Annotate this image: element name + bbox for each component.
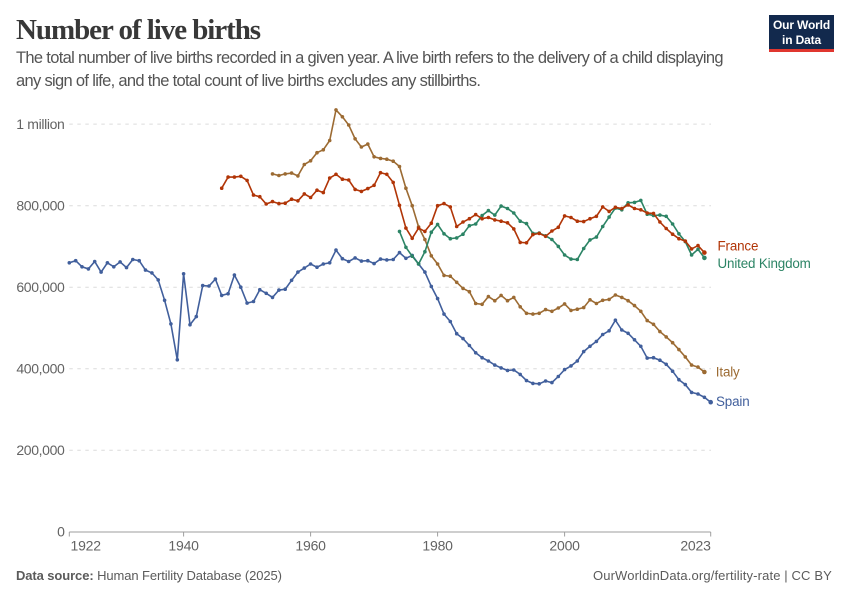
- svg-text:1980: 1980: [422, 538, 453, 554]
- svg-text:Spain: Spain: [716, 394, 750, 409]
- svg-text:600,000: 600,000: [16, 279, 65, 295]
- svg-text:1940: 1940: [168, 538, 199, 554]
- svg-text:United Kingdom: United Kingdom: [718, 256, 811, 271]
- svg-text:Italy: Italy: [716, 365, 740, 380]
- svg-text:0: 0: [57, 524, 65, 540]
- svg-text:2023: 2023: [680, 538, 711, 554]
- svg-text:1960: 1960: [295, 538, 326, 554]
- svg-text:400,000: 400,000: [16, 360, 65, 376]
- svg-text:200,000: 200,000: [16, 442, 65, 458]
- svg-text:1922: 1922: [71, 538, 102, 554]
- svg-text:1 million: 1 million: [16, 116, 64, 132]
- svg-text:2000: 2000: [549, 538, 580, 554]
- svg-text:France: France: [718, 239, 759, 254]
- svg-text:800,000: 800,000: [16, 197, 65, 213]
